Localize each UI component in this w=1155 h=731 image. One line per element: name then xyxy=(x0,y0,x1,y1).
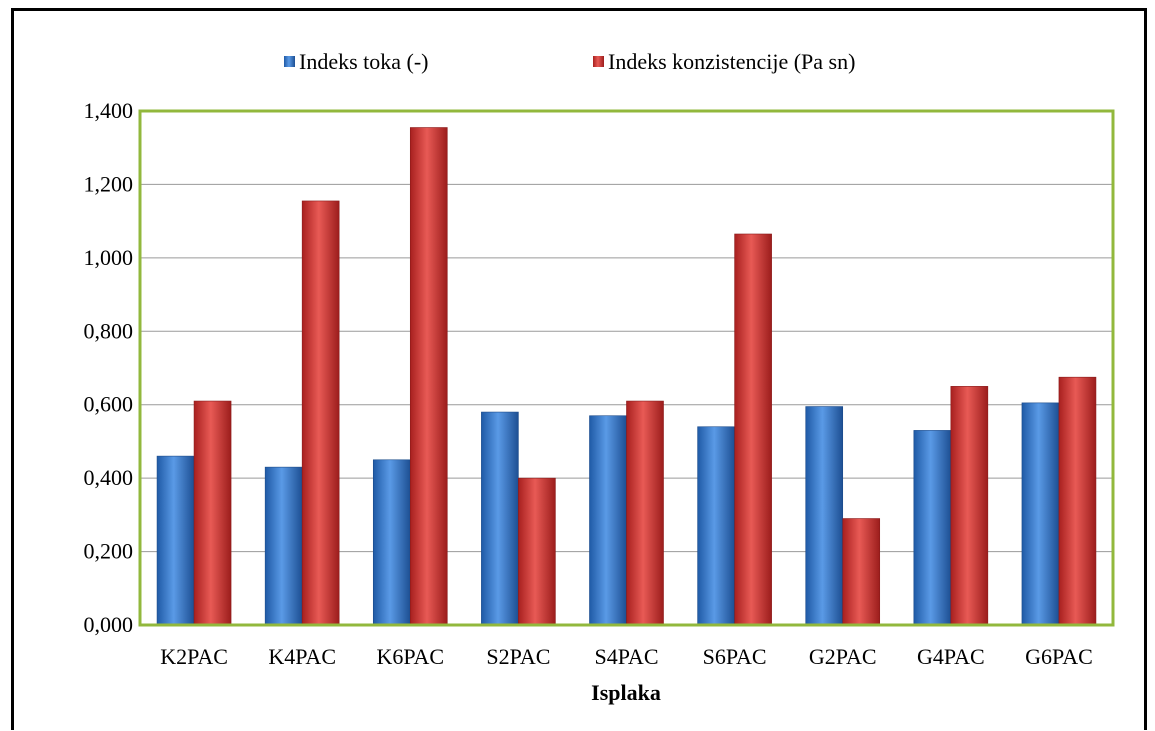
y-tick-label: 0,800 xyxy=(84,318,134,343)
y-tick-label: 1,400 xyxy=(84,98,134,123)
bar-series-1-g4pac xyxy=(913,430,952,626)
bar-series-1-s2pac xyxy=(481,411,519,626)
legend-swatch-series-1 xyxy=(284,56,295,67)
bar-series-1-k2pac xyxy=(156,455,195,626)
plot-area-border xyxy=(138,109,1115,627)
bar-series-2-k4pac xyxy=(301,200,340,626)
bars xyxy=(156,127,1097,626)
x-tick-label: G4PAC xyxy=(917,644,985,669)
legend-label-series-1: Indeks toka (-) xyxy=(299,49,429,74)
x-tick-label: S2PAC xyxy=(486,644,550,669)
x-tick-label: G6PAC xyxy=(1025,644,1093,669)
chart-frame xyxy=(11,8,1147,730)
y-tick-label: 0,200 xyxy=(84,539,134,564)
x-tick-label: S4PAC xyxy=(594,644,658,669)
legend-label-series-2: Indeks konzistencije (Pa sn) xyxy=(608,49,855,74)
bar-series-1-g2pac xyxy=(805,406,844,626)
x-tick-label: K4PAC xyxy=(268,644,336,669)
x-tick-label: S6PAC xyxy=(703,644,767,669)
bar-series-2-s6pac xyxy=(734,233,772,626)
y-axis-ticks: 0,000 0,200 0,400 0,600 0,800 1,000 1,200 1,400 xyxy=(84,98,134,637)
legend: Indeks toka (-) Indeks konzistencije (Pa… xyxy=(284,49,855,74)
bar-series-2-g6pac xyxy=(1058,376,1097,626)
x-tick-label: K6PAC xyxy=(376,644,444,669)
y-tick-label: 1,200 xyxy=(84,171,134,196)
bar-series-2-g2pac xyxy=(842,518,881,626)
bar-series-2-s4pac xyxy=(626,400,664,626)
x-axis-ticks: K2PAC K4PAC K6PAC S2PAC S4PAC S6PAC G2PAC G4PAC… xyxy=(160,644,1093,669)
bar-series-1-k4pac xyxy=(264,466,303,626)
bar-series-1-g6pac xyxy=(1021,402,1060,626)
bar-series-1-s6pac xyxy=(697,426,735,626)
x-tick-label: G2PAC xyxy=(809,644,877,669)
y-tick-label: 1,000 xyxy=(84,245,134,270)
bar-series-2-s2pac xyxy=(518,477,556,626)
bar-series-2-k6pac xyxy=(409,127,448,626)
bar-series-1-k6pac xyxy=(372,459,411,626)
x-tick-label: K2PAC xyxy=(160,644,228,669)
legend-swatch-series-2 xyxy=(593,56,604,67)
x-axis-title: Isplaka xyxy=(591,680,661,705)
y-tick-label: 0,000 xyxy=(84,612,134,637)
bar-series-2-g4pac xyxy=(950,386,989,626)
bar-series-1-s4pac xyxy=(589,415,627,626)
y-tick-label: 0,400 xyxy=(84,465,134,490)
y-tick-label: 0,600 xyxy=(84,392,134,417)
bar-series-2-k2pac xyxy=(193,400,232,626)
